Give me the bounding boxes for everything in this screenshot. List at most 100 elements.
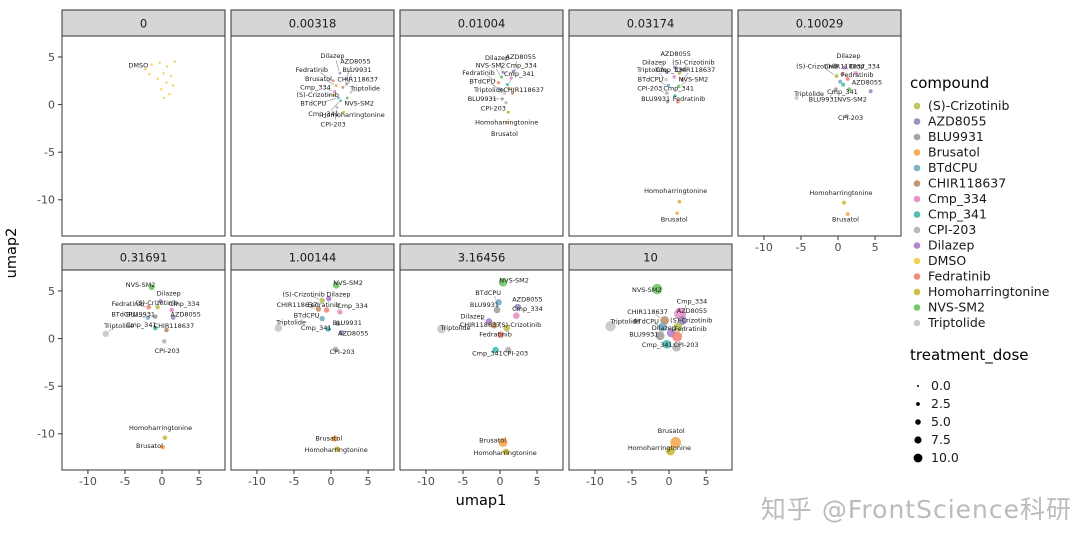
label-AZD8055: AZD8055 bbox=[512, 295, 542, 303]
label-leader-line bbox=[347, 74, 352, 82]
x-tick-label: 5 bbox=[872, 241, 879, 254]
label-(S)-Crizotinib: (S)-Crizotinib bbox=[136, 299, 178, 307]
label-BTdCPU: BTdCPU bbox=[300, 100, 326, 108]
point-CPI-203 bbox=[504, 101, 508, 105]
legend-swatch-icon bbox=[913, 149, 921, 156]
point-BTdCPU bbox=[337, 96, 340, 100]
x-tick-label: 0 bbox=[159, 475, 166, 488]
legend-item-Homoharringtonine: Homoharringtonine bbox=[913, 284, 1050, 299]
label-Cmp_334: Cmp_334 bbox=[337, 302, 368, 310]
point-Cmp_334 bbox=[169, 307, 174, 313]
legend-swatch-icon bbox=[913, 102, 921, 110]
point-CHIR118637 bbox=[660, 316, 669, 325]
point-Dilazep bbox=[326, 295, 332, 302]
label-Homoharringtonine: Homoharringtonine bbox=[628, 444, 691, 452]
legend-item-Fedratinib: Fedratinib bbox=[913, 269, 991, 284]
legend-item-CPI-203: CPI-203 bbox=[913, 222, 976, 237]
point-DMSO bbox=[158, 61, 161, 64]
facet-panel bbox=[737, 35, 902, 237]
facet-strip bbox=[399, 243, 564, 271]
legend-item-label: Brusatol bbox=[928, 145, 980, 160]
point-BTdCPU bbox=[838, 79, 843, 84]
legend-dose-label: 5.0 bbox=[931, 414, 951, 429]
point-Fedratinib bbox=[323, 307, 330, 313]
legend-dose-item-10.0: 10.0 bbox=[913, 450, 959, 465]
point-Brusatol bbox=[845, 212, 850, 217]
label-CHIR118637: CHIR118637 bbox=[460, 321, 501, 329]
legend-item-AZD8055: AZD8055 bbox=[913, 114, 987, 129]
legend-size-dot-icon bbox=[914, 436, 922, 444]
x-tick-label: 0 bbox=[666, 475, 673, 488]
point-BLU9931 bbox=[665, 99, 670, 104]
label-(S)-Crizotinib: (S)-Crizotinib bbox=[796, 62, 838, 70]
legend-item-label: BTdCPU bbox=[928, 160, 978, 175]
point-BLU9931 bbox=[655, 331, 665, 341]
legend-compound-title: compound bbox=[910, 74, 989, 92]
facet-0.10029: 0.10029 -10 -5 0 5 Dilazep (S)-CrizotinibCHIR1… bbox=[737, 9, 902, 254]
label-leader-line bbox=[658, 89, 665, 93]
legend-item-Cmp_334: Cmp_334 bbox=[913, 191, 987, 206]
label-leader-line bbox=[334, 109, 337, 120]
legend-size-dot-icon bbox=[915, 419, 921, 425]
point-Brusatol bbox=[675, 211, 679, 215]
point-Brusatol bbox=[160, 444, 166, 450]
point-NVS-SM2 bbox=[676, 84, 681, 89]
label-Triptolide: Triptolide bbox=[636, 66, 667, 74]
point-NVS-SM2 bbox=[345, 96, 349, 100]
point-CPI-203 bbox=[665, 91, 669, 95]
label-Triptolide: Triptolide bbox=[609, 317, 640, 325]
label-AZD8055: AZD8055 bbox=[338, 330, 368, 338]
point-CHIR118637 bbox=[490, 321, 498, 329]
legend-dose-label: 0.0 bbox=[931, 378, 951, 393]
point-AZD8055 bbox=[511, 69, 515, 73]
x-tick-label: -10 bbox=[417, 475, 435, 488]
label-CPI-203: CPI-203 bbox=[330, 348, 355, 356]
legend-item-label: AZD8055 bbox=[928, 114, 987, 129]
point-(S)-Crizotinib bbox=[677, 71, 682, 75]
point-NVS-SM2 bbox=[332, 281, 340, 289]
point-Homoharringtonine bbox=[841, 200, 846, 205]
label-NVS-SM2: NVS-SM2 bbox=[632, 286, 662, 294]
label-Homoharringtonine: Homoharringtonine bbox=[129, 424, 192, 432]
point-Triptolide bbox=[274, 324, 283, 332]
point-AZD8055 bbox=[677, 316, 687, 325]
label-CPI-203: CPI-203 bbox=[321, 120, 346, 128]
point-Cmp_334 bbox=[337, 309, 343, 315]
label-leader-line bbox=[512, 69, 517, 77]
point-Brusatol bbox=[498, 437, 508, 447]
label-leader-line bbox=[149, 315, 153, 317]
label-Triptolide: Triptolide bbox=[349, 84, 380, 92]
facet-title: 3.16456 bbox=[458, 251, 506, 265]
facet-strip bbox=[399, 9, 564, 37]
facet-3.16456: 3.16456 -10 -5 0 5 NVS-SM2 BTdCPU AZD8055 BLU993… bbox=[399, 243, 564, 488]
point-CHIR118637 bbox=[680, 78, 685, 82]
facet-panel bbox=[568, 35, 733, 237]
label-Triptolide: Triptolide bbox=[275, 318, 306, 326]
label-leader-line bbox=[684, 304, 687, 309]
label-CHIR118637: CHIR118637 bbox=[503, 86, 544, 94]
label-Cmp_341: Cmp_341 bbox=[472, 350, 503, 358]
point-BTdCPU bbox=[495, 299, 502, 306]
point-Cmp_341 bbox=[505, 82, 510, 87]
legend-swatch-icon bbox=[913, 242, 921, 249]
label-leader-line bbox=[654, 322, 658, 326]
label-NVS-SM2: NVS-SM2 bbox=[837, 96, 867, 104]
label-leader-line bbox=[658, 81, 666, 85]
point-DMSO bbox=[165, 81, 168, 84]
label-Dilazep: Dilazep bbox=[326, 291, 350, 299]
label-leader-line bbox=[490, 83, 499, 89]
legend-dose-item-2.5: 2.5 bbox=[916, 396, 951, 411]
facet-panel bbox=[61, 35, 226, 237]
legend-item-label: Homoharringtonine bbox=[928, 284, 1050, 299]
legend-item-BLU9931: BLU9931 bbox=[913, 129, 984, 144]
label-leader-line bbox=[681, 65, 687, 72]
facet-title: 0.00318 bbox=[289, 17, 337, 31]
label-leader-line bbox=[514, 61, 517, 70]
label-Brusatol: Brusatol bbox=[315, 434, 342, 442]
point-Triptolide bbox=[349, 90, 353, 94]
point-NVS-SM2 bbox=[498, 278, 508, 287]
legend-item-BTdCPU: BTdCPU bbox=[913, 160, 978, 175]
facet-strip bbox=[61, 9, 226, 37]
point-Fedratinib bbox=[672, 331, 683, 342]
